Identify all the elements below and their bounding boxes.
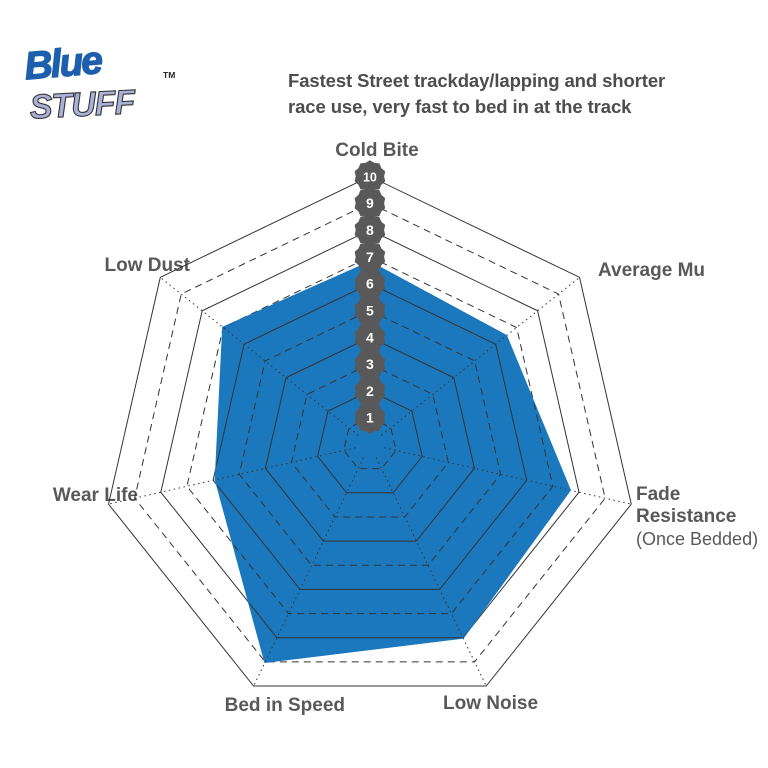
- svg-text:5: 5: [366, 302, 374, 318]
- svg-text:6: 6: [366, 276, 374, 292]
- svg-text:9: 9: [366, 195, 374, 211]
- svg-text:3: 3: [366, 356, 374, 372]
- svg-text:7: 7: [366, 249, 374, 265]
- svg-text:2: 2: [366, 383, 374, 399]
- svg-text:4: 4: [366, 329, 374, 345]
- svg-text:8: 8: [366, 222, 374, 238]
- svg-text:1: 1: [366, 410, 374, 426]
- svg-text:10: 10: [363, 170, 377, 184]
